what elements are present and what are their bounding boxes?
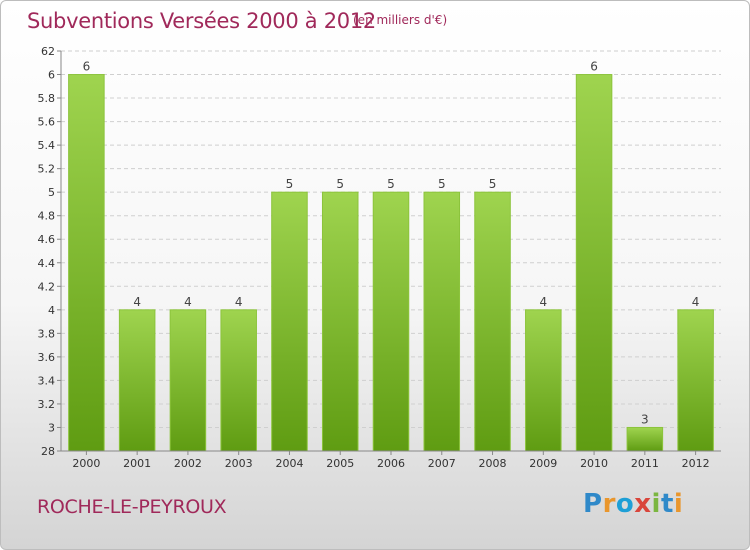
x-tick-label: 2002: [174, 457, 202, 470]
y-tick-label: 5.4: [38, 139, 56, 152]
bar-value-label: 6: [83, 60, 91, 74]
y-tick-label: 5.2: [38, 163, 56, 176]
y-tick-label: 5.8: [38, 92, 56, 105]
y-tick-label: 4.8: [38, 210, 56, 223]
x-tick-label: 2012: [682, 457, 710, 470]
bar: [626, 426, 664, 452]
bar: [474, 191, 511, 452]
y-tick-label: 62: [41, 45, 55, 58]
bar: [321, 191, 359, 452]
x-tick-label: 2009: [529, 457, 557, 470]
y-tick-label: 4: [48, 304, 55, 317]
bar-value-label: 5: [286, 177, 294, 191]
y-tick-label: 5: [48, 186, 55, 199]
bar: [68, 74, 105, 452]
bar: [575, 74, 613, 452]
value-labels: 6 4 4 4 5 5 5 5 5 4 6 3 4: [83, 60, 700, 427]
logo-letter: i: [673, 489, 684, 519]
bar-value-label: 4: [692, 295, 700, 309]
y-tick-label: 3.2: [38, 398, 56, 411]
bar-value-label: 5: [489, 177, 497, 191]
y-tick-label: 3.8: [38, 327, 56, 340]
x-tick-label: 2004: [275, 457, 303, 470]
x-tick-label: 2000: [72, 457, 100, 470]
y-tick-label: 4.2: [38, 280, 56, 293]
x-tick-label: 2006: [377, 457, 405, 470]
bar-value-label: 3: [641, 412, 649, 426]
x-tick-label: 2003: [225, 457, 253, 470]
y-tick-label: 5.6: [38, 116, 56, 129]
y-tick-label: 4.4: [38, 257, 56, 270]
logo-letter: o: [615, 489, 635, 519]
bar-value-label: 6: [590, 60, 598, 74]
proxiti-logo[interactable]: Proxiti: [583, 489, 683, 519]
bar: [118, 309, 156, 452]
bar-value-label: 4: [235, 295, 243, 309]
y-tick-labels: 28 3 3.2 3.4 3.6 3.8 4 4.2 4.4 4.6 4.8 5 5.2 5.4 5.6 5.…: [38, 45, 56, 458]
axes: [57, 50, 721, 455]
y-tick-label: 3.6: [38, 351, 56, 364]
bar: [525, 309, 562, 452]
logo-letter: i: [651, 489, 661, 519]
bar: [372, 191, 410, 452]
bar-value-label: 5: [438, 177, 446, 191]
y-tick-label: 6: [48, 69, 55, 82]
bars: [68, 74, 714, 452]
y-tick-label: 3.4: [38, 374, 56, 387]
bar-value-label: 5: [336, 177, 344, 191]
x-tick-label: 2005: [326, 457, 354, 470]
chart-subtitle: (en milliers d'€): [353, 13, 448, 27]
bar: [423, 191, 461, 452]
y-tick-label: 3: [48, 421, 55, 434]
y-tick-label: 4.6: [38, 233, 56, 246]
logo-letter: P: [583, 489, 603, 519]
logo-letter: t: [660, 489, 674, 519]
logo-letter: r: [602, 489, 616, 519]
bar: [220, 309, 257, 452]
bar: [169, 309, 207, 452]
commune-name: ROCHE-LE-PEYROUX: [37, 496, 227, 518]
y-tick-label: 28: [41, 445, 55, 458]
bar-value-label: 4: [539, 295, 547, 309]
bar: [677, 309, 714, 452]
bar-value-label: 5: [387, 177, 395, 191]
x-tick-label: 2001: [123, 457, 151, 470]
bar: [271, 191, 308, 452]
bar-value-label: 4: [133, 295, 141, 309]
x-tick-label: 2011: [631, 457, 659, 470]
x-tick-label: 2008: [479, 457, 507, 470]
x-tick-label: 2007: [428, 457, 456, 470]
x-tick-labels: 2000 2001 2002 2003 2004 2005 2006 2007 2008 2009…: [72, 457, 709, 470]
logo-letter: x: [634, 489, 652, 519]
chart-title: Subventions Versées 2000 à 2012: [27, 9, 376, 33]
x-tick-label: 2010: [580, 457, 608, 470]
bar-value-label: 4: [184, 295, 192, 309]
